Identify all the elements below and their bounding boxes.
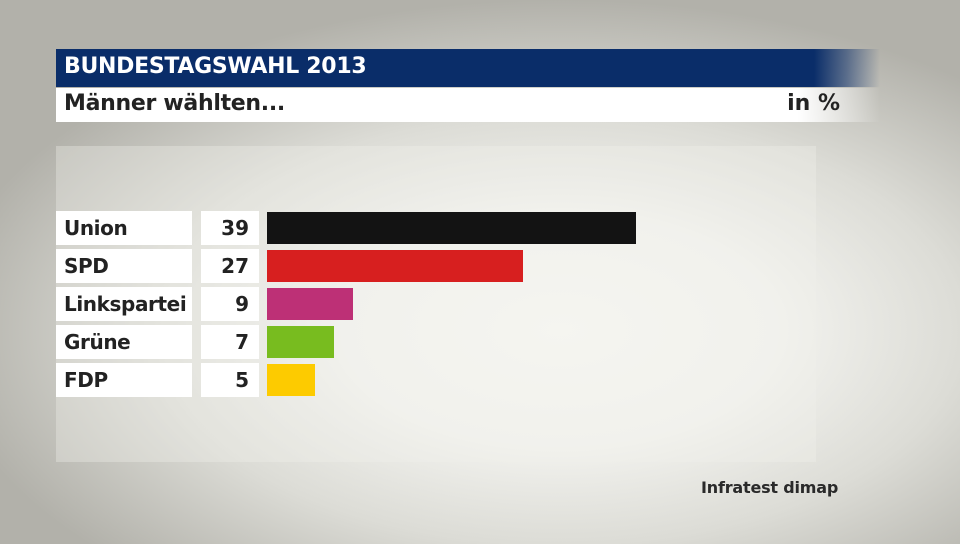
value-label-box: 27 bbox=[201, 249, 259, 283]
value-label: 5 bbox=[235, 368, 249, 392]
chart-subtitle: Männer wählten... bbox=[64, 91, 285, 116]
value-label: 9 bbox=[235, 292, 249, 316]
chart-subtitle-bar: Männer wählten... in % bbox=[56, 88, 880, 122]
source-credit: Infratest dimap bbox=[701, 478, 839, 497]
bar-union bbox=[267, 212, 636, 244]
bar-gruene bbox=[267, 326, 334, 358]
value-label-box: 7 bbox=[201, 325, 259, 359]
value-label-box: 39 bbox=[201, 211, 259, 245]
bar-spd bbox=[267, 250, 523, 282]
category-label: Linkspartei bbox=[64, 292, 187, 316]
category-label-box: SPD bbox=[56, 249, 192, 283]
value-label: 39 bbox=[221, 216, 249, 240]
chart-title-bar: BUNDESTAGSWAHL 2013 bbox=[56, 49, 880, 87]
category-label: FDP bbox=[64, 368, 108, 392]
category-label-box: Union bbox=[56, 211, 192, 245]
value-label-box: 9 bbox=[201, 287, 259, 321]
value-label: 27 bbox=[221, 254, 249, 278]
category-label-box: Grüne bbox=[56, 325, 192, 359]
category-label: Grüne bbox=[64, 330, 131, 354]
unit-label: in % bbox=[787, 91, 840, 116]
category-label-box: FDP bbox=[56, 363, 192, 397]
category-label-box: Linkspartei bbox=[56, 287, 192, 321]
bar-fdp bbox=[267, 364, 315, 396]
value-label-box: 5 bbox=[201, 363, 259, 397]
category-label: SPD bbox=[64, 254, 109, 278]
bar-linkspartei bbox=[267, 288, 353, 320]
chart-title: BUNDESTAGSWAHL 2013 bbox=[64, 54, 367, 79]
category-label: Union bbox=[64, 216, 128, 240]
value-label: 7 bbox=[235, 330, 249, 354]
